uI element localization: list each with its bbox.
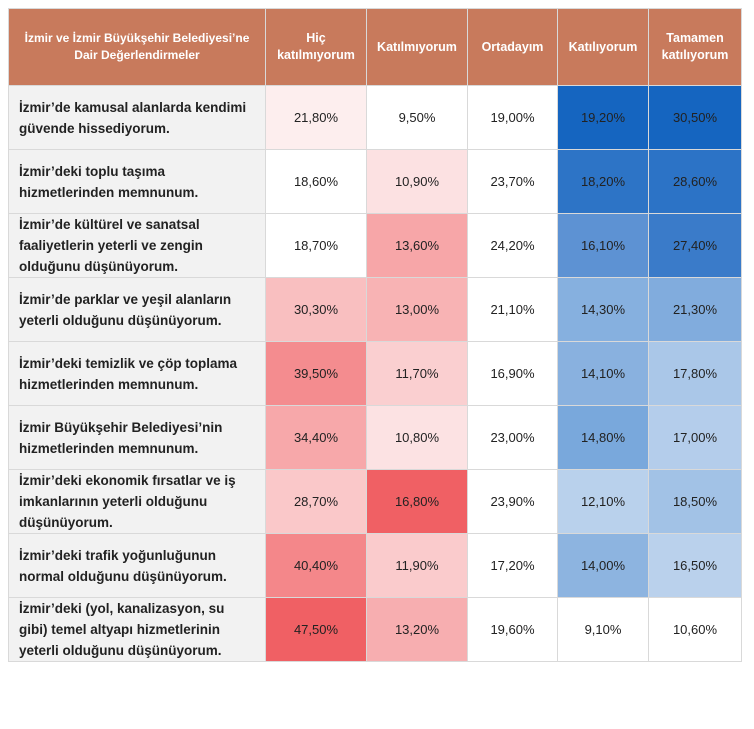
value-cell: 24,20% xyxy=(467,213,558,278)
value-cell: 47,50% xyxy=(265,597,367,662)
column-header: Katılmıyorum xyxy=(366,8,468,86)
table-row: İzmir Büyükşehir Belediyesi’nin hizmetle… xyxy=(8,405,742,470)
value-cell: 28,60% xyxy=(648,149,742,214)
table-row: İzmir’de kamusal alanlarda kendimi güven… xyxy=(8,85,742,150)
table-row: İzmir’deki (yol, kanalizasyon, su gibi) … xyxy=(8,597,742,662)
table-row: İzmir’deki ekonomik fırsatlar ve iş imka… xyxy=(8,469,742,534)
value-cell: 17,20% xyxy=(467,533,558,598)
column-header: İzmir ve İzmir Büyükşehir Belediyesi’ne … xyxy=(8,8,266,86)
value-cell: 12,10% xyxy=(557,469,649,534)
value-cell: 23,00% xyxy=(467,405,558,470)
value-cell: 21,30% xyxy=(648,277,742,342)
value-cell: 18,50% xyxy=(648,469,742,534)
survey-table: İzmir ve İzmir Büyükşehir Belediyesi’ne … xyxy=(8,8,742,662)
row-label: İzmir’de kamusal alanlarda kendimi güven… xyxy=(8,85,266,150)
row-label: İzmir’deki ekonomik fırsatlar ve iş imka… xyxy=(8,469,266,534)
value-cell: 34,40% xyxy=(265,405,367,470)
value-cell: 18,20% xyxy=(557,149,649,214)
column-header: Katılıyorum xyxy=(557,8,649,86)
value-cell: 28,70% xyxy=(265,469,367,534)
value-cell: 17,00% xyxy=(648,405,742,470)
value-cell: 40,40% xyxy=(265,533,367,598)
header-row: İzmir ve İzmir Büyükşehir Belediyesi’ne … xyxy=(8,8,742,86)
table-row: İzmir’deki toplu taşıma hizmetlerinden m… xyxy=(8,149,742,214)
value-cell: 17,80% xyxy=(648,341,742,406)
table-body: İzmir’de kamusal alanlarda kendimi güven… xyxy=(8,85,742,662)
value-cell: 9,10% xyxy=(557,597,649,662)
value-cell: 10,80% xyxy=(366,405,468,470)
value-cell: 16,50% xyxy=(648,533,742,598)
value-cell: 39,50% xyxy=(265,341,367,406)
column-header: Hiç katılmıyorum xyxy=(265,8,367,86)
value-cell: 16,10% xyxy=(557,213,649,278)
table-row: İzmir’de parklar ve yeşil alanların yete… xyxy=(8,277,742,342)
value-cell: 23,90% xyxy=(467,469,558,534)
value-cell: 13,20% xyxy=(366,597,468,662)
value-cell: 14,00% xyxy=(557,533,649,598)
value-cell: 13,60% xyxy=(366,213,468,278)
row-label: İzmir’deki toplu taşıma hizmetlerinden m… xyxy=(8,149,266,214)
column-header: Tamamen katılıyorum xyxy=(648,8,742,86)
value-cell: 18,70% xyxy=(265,213,367,278)
value-cell: 21,10% xyxy=(467,277,558,342)
value-cell: 16,80% xyxy=(366,469,468,534)
value-cell: 11,70% xyxy=(366,341,468,406)
value-cell: 10,60% xyxy=(648,597,742,662)
value-cell: 9,50% xyxy=(366,85,468,150)
table-row: İzmir’deki temizlik ve çöp toplama hizme… xyxy=(8,341,742,406)
value-cell: 30,30% xyxy=(265,277,367,342)
value-cell: 19,60% xyxy=(467,597,558,662)
value-cell: 14,30% xyxy=(557,277,649,342)
row-label: İzmir’de parklar ve yeşil alanların yete… xyxy=(8,277,266,342)
table-row: İzmir’de kültürel ve sanatsal faaliyetle… xyxy=(8,213,742,278)
value-cell: 18,60% xyxy=(265,149,367,214)
value-cell: 23,70% xyxy=(467,149,558,214)
value-cell: 14,80% xyxy=(557,405,649,470)
value-cell: 16,90% xyxy=(467,341,558,406)
value-cell: 10,90% xyxy=(366,149,468,214)
value-cell: 27,40% xyxy=(648,213,742,278)
value-cell: 13,00% xyxy=(366,277,468,342)
row-label: İzmir’deki temizlik ve çöp toplama hizme… xyxy=(8,341,266,406)
row-label: İzmir Büyükşehir Belediyesi’nin hizmetle… xyxy=(8,405,266,470)
table-row: İzmir’deki trafik yoğunluğunun normal ol… xyxy=(8,533,742,598)
value-cell: 30,50% xyxy=(648,85,742,150)
row-label: İzmir’deki trafik yoğunluğunun normal ol… xyxy=(8,533,266,598)
value-cell: 19,20% xyxy=(557,85,649,150)
row-label: İzmir’deki (yol, kanalizasyon, su gibi) … xyxy=(8,597,266,662)
value-cell: 19,00% xyxy=(467,85,558,150)
column-header: Ortadayım xyxy=(467,8,558,86)
value-cell: 14,10% xyxy=(557,341,649,406)
row-label: İzmir’de kültürel ve sanatsal faaliyetle… xyxy=(8,213,266,278)
value-cell: 11,90% xyxy=(366,533,468,598)
value-cell: 21,80% xyxy=(265,85,367,150)
